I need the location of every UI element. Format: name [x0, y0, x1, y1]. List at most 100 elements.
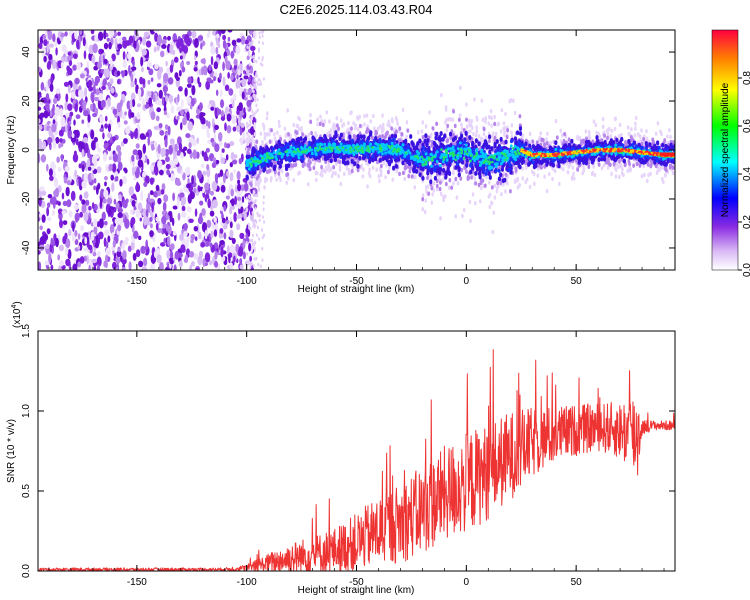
- spectrogram-noise-speck: [183, 146, 188, 151]
- spectrogram-noise-speck: [95, 234, 99, 245]
- spectrogram-noise-speck: [104, 68, 111, 78]
- spectrogram-signal-speck: [421, 197, 425, 202]
- spectrogram-signal-speck: [487, 121, 491, 126]
- spectrogram-signal-speck: [307, 132, 311, 138]
- spectrogram-signal-speck: [366, 184, 369, 189]
- spectrogram-noise-speck: [89, 153, 93, 164]
- spectrogram-noise-speck: [167, 35, 171, 41]
- spectrogram-noise-speck: [129, 99, 133, 109]
- spectrogram-signal-speck: [458, 113, 462, 118]
- spectrogram-signal-speck: [362, 167, 365, 172]
- spectrogram-noise-speck: [178, 86, 183, 92]
- spectrogram-noise-speck: [147, 91, 152, 97]
- spectrogram-noise-speck: [81, 203, 87, 214]
- spectrogram-noise-speck: [181, 205, 186, 212]
- spectrogram-noise-speck: [218, 140, 223, 147]
- spectrogram-noise-speck: [98, 231, 104, 240]
- spectrogram-signal-speck: [424, 198, 428, 203]
- spectrogram-noise-speck: [57, 208, 63, 215]
- spectrogram-noise-speck: [258, 35, 261, 39]
- spectrogram-noise-speck: [175, 181, 182, 186]
- spectrogram-noise-speck: [232, 126, 237, 132]
- spectrogram-noise-speck: [52, 103, 55, 111]
- spectrogram-signal-speck: [652, 139, 655, 145]
- spectrogram-noise-speck: [48, 43, 54, 48]
- spectrogram-signal-speck: [356, 168, 360, 173]
- spectrogram-signal-speck: [473, 97, 476, 102]
- spectrogram-noise-speck: [136, 103, 142, 108]
- spectrogram-noise-speck: [193, 252, 199, 260]
- spectrogram-signal-speck: [594, 122, 598, 128]
- spectrogram-signal-speck: [478, 199, 482, 204]
- spectrogram-signal-speck: [672, 140, 675, 145]
- spectrogram-signal-speck: [352, 134, 356, 139]
- spectrogram-noise-speck: [64, 101, 69, 111]
- spectrogram-noise-speck: [93, 84, 96, 93]
- spectrogram-signal-speck: [490, 200, 493, 206]
- spectrogram-noise-speck: [122, 239, 129, 246]
- spectrogram-signal-speck: [395, 169, 399, 174]
- spectrogram-noise-speck: [209, 79, 214, 84]
- spectrogram-noise-speck: [219, 227, 224, 234]
- spectrogram-noise-speck: [81, 199, 86, 205]
- spectrogram-noise-speck: [158, 261, 164, 270]
- spectrogram-noise-speck: [122, 36, 127, 41]
- spectrogram-noise-speck: [94, 96, 100, 102]
- spectrogram-noise-speck: [93, 136, 98, 143]
- spectrogram-signal-speck: [307, 163, 310, 168]
- spectrogram-noise-speck: [91, 165, 95, 171]
- spectrogram-noise-speck: [247, 50, 250, 55]
- spectrogram-noise-speck: [231, 39, 237, 46]
- spectrogram-noise-speck: [251, 109, 254, 114]
- spectrogram-noise-speck: [230, 198, 235, 207]
- spectrogram-noise-speck: [169, 44, 174, 55]
- spectrogram-signal-speck: [406, 128, 410, 133]
- spectrogram-signal-speck: [630, 126, 633, 132]
- spectrogram-noise-speck: [180, 152, 184, 160]
- spectrogram-noise-speck: [140, 245, 146, 254]
- spectrogram-noise-speck: [215, 159, 220, 165]
- spectrogram-signal-speck: [430, 200, 434, 205]
- spectrogram-signal-speck: [426, 184, 430, 189]
- spectrogram-noise-speck: [221, 217, 226, 224]
- spectrogram-noise-speck: [82, 137, 88, 144]
- spectrogram-signal-speck: [381, 113, 384, 118]
- spectrogram-signal-speck: [622, 158, 626, 164]
- spectrogram-signal-speck: [289, 163, 293, 168]
- spectrogram-signal-speck: [253, 132, 257, 137]
- spectrogram-signal-speck: [464, 130, 468, 136]
- spectrogram-noise-speck: [231, 159, 238, 165]
- spectrogram-noise-speck: [224, 84, 230, 92]
- spectrogram-noise-speck: [179, 233, 184, 241]
- spectrogram-noise-speck: [77, 245, 81, 250]
- spectrogram-signal-speck: [640, 128, 643, 133]
- spectrogram-signal-speck: [501, 140, 505, 145]
- spectrogram-noise-speck: [195, 267, 200, 270]
- spectrogram-noise-speck: [157, 159, 163, 169]
- spectrogram-noise-speck: [178, 260, 183, 268]
- spectrogram-signal-speck: [420, 129, 424, 134]
- spectrogram-signal-speck: [378, 178, 381, 184]
- spectrogram-noise-speck: [133, 40, 137, 49]
- spectrogram-noise-speck: [95, 141, 99, 150]
- spectrogram-noise-speck: [255, 256, 258, 261]
- spectrogram-noise-speck: [201, 163, 205, 168]
- spectrogram-noise-speck: [101, 211, 106, 221]
- spectrogram-noise-speck: [96, 264, 100, 270]
- spectrogram-signal-speck: [435, 187, 439, 192]
- spectrogram-noise-speck: [62, 200, 68, 206]
- spectrogram-noise-speck: [61, 210, 67, 215]
- spectrogram-signal-speck: [500, 192, 503, 197]
- spectrogram-signal-speck: [405, 120, 409, 125]
- spectrogram-signal-speck: [536, 163, 540, 168]
- spectrogram-noise-speck: [71, 133, 75, 138]
- spectrogram-noise-speck: [186, 96, 192, 104]
- spectrogram-noise-speck: [63, 81, 69, 87]
- spectrogram-signal-speck: [266, 132, 269, 137]
- spectrogram-noise-speck: [200, 241, 206, 248]
- spectrogram-noise-speck: [255, 74, 258, 78]
- spectrogram-noise-speck: [220, 99, 225, 109]
- spectrogram-noise-speck: [147, 79, 151, 85]
- figure-title: C2E6.2025.114.03.43.R04: [280, 2, 433, 17]
